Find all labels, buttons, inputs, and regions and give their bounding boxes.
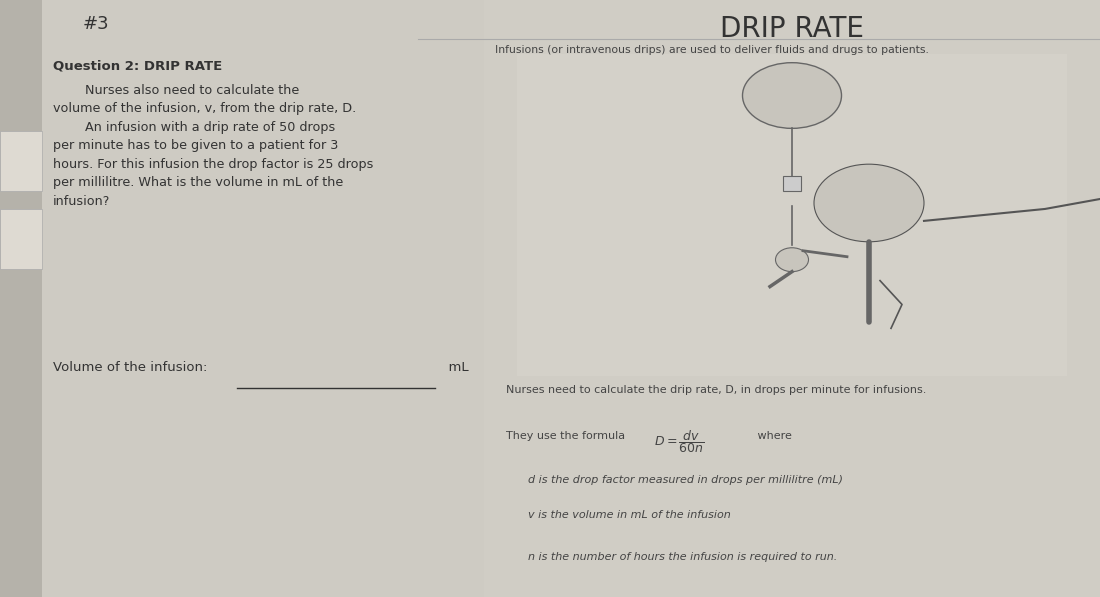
- Text: d is the drop factor measured in drops per millilitre (mL): d is the drop factor measured in drops p…: [528, 475, 843, 485]
- Ellipse shape: [776, 248, 808, 272]
- Text: Nurses also need to calculate the
volume of the infusion, v, from the drip rate,: Nurses also need to calculate the volume…: [53, 84, 373, 208]
- Bar: [0, 209, 42, 269]
- Bar: [484, 0, 1100, 597]
- Text: v is the volume in mL of the infusion: v is the volume in mL of the infusion: [528, 510, 730, 521]
- Text: DRIP RATE: DRIP RATE: [720, 15, 864, 43]
- Text: Question 2: DRIP RATE: Question 2: DRIP RATE: [53, 60, 222, 73]
- Bar: [0, 131, 42, 191]
- Text: They use the formula: They use the formula: [506, 431, 628, 441]
- Text: mL: mL: [440, 361, 469, 374]
- Bar: [783, 176, 801, 191]
- Bar: [0, 0, 484, 597]
- Text: n is the number of hours the infusion is required to run.: n is the number of hours the infusion is…: [528, 552, 837, 562]
- Text: #3: #3: [82, 15, 109, 33]
- Bar: [517, 54, 1067, 376]
- Text: Nurses need to calculate the drip rate, D, in drops per minute for infusions.: Nurses need to calculate the drip rate, …: [506, 385, 926, 395]
- Text: where: where: [754, 431, 791, 441]
- Text: $D = \dfrac{dv}{60n}$: $D = \dfrac{dv}{60n}$: [654, 428, 705, 455]
- Text: Volume of the infusion:: Volume of the infusion:: [53, 361, 216, 374]
- Ellipse shape: [742, 63, 842, 128]
- Text: Infusions (or intravenous drips) are used to deliver fluids and drugs to patient: Infusions (or intravenous drips) are use…: [495, 45, 928, 55]
- Bar: [0, 0, 42, 597]
- Ellipse shape: [814, 164, 924, 242]
